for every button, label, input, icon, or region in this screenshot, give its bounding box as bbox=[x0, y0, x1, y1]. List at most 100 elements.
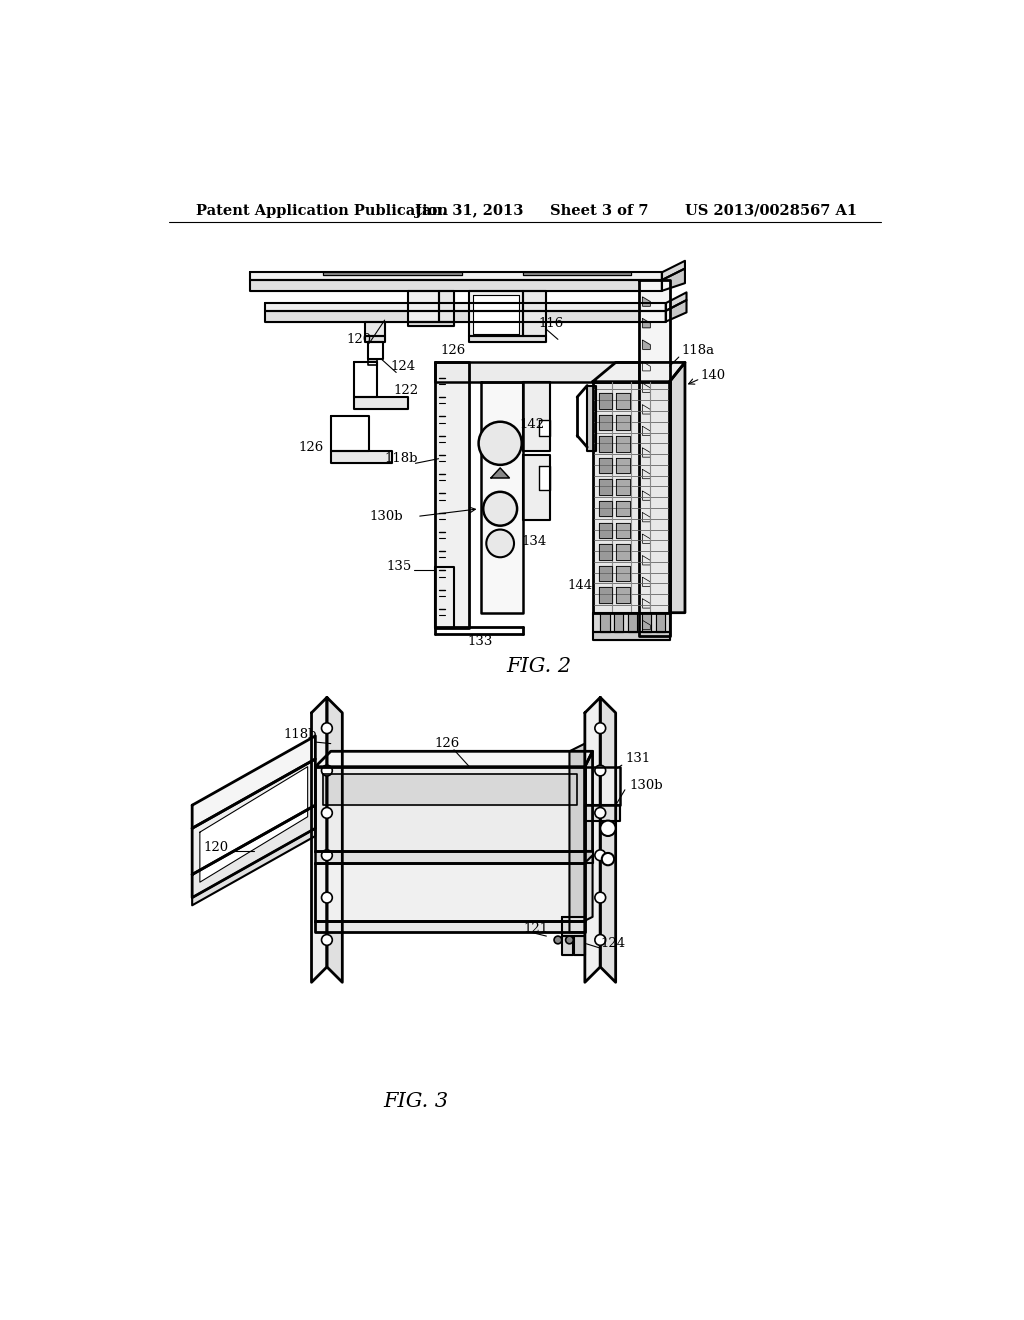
Polygon shape bbox=[315, 751, 593, 767]
Polygon shape bbox=[354, 363, 377, 397]
Text: FIG. 2: FIG. 2 bbox=[506, 657, 571, 676]
Polygon shape bbox=[585, 855, 593, 921]
Circle shape bbox=[322, 850, 333, 861]
Polygon shape bbox=[265, 312, 666, 322]
Polygon shape bbox=[628, 612, 637, 632]
Polygon shape bbox=[643, 491, 650, 500]
Polygon shape bbox=[315, 921, 585, 932]
Text: 116: 116 bbox=[539, 317, 564, 330]
Polygon shape bbox=[615, 544, 630, 560]
Polygon shape bbox=[615, 502, 630, 516]
Polygon shape bbox=[490, 469, 509, 478]
Polygon shape bbox=[599, 458, 611, 474]
Polygon shape bbox=[368, 342, 383, 359]
Polygon shape bbox=[585, 697, 600, 982]
Polygon shape bbox=[366, 322, 385, 335]
Polygon shape bbox=[615, 393, 630, 409]
Polygon shape bbox=[331, 451, 392, 462]
Circle shape bbox=[322, 723, 333, 734]
Text: 124: 124 bbox=[600, 937, 626, 950]
Polygon shape bbox=[539, 466, 550, 490]
Polygon shape bbox=[354, 397, 408, 409]
Polygon shape bbox=[539, 420, 550, 436]
Polygon shape bbox=[562, 936, 573, 956]
Text: 118b: 118b bbox=[385, 453, 418, 465]
Polygon shape bbox=[473, 296, 519, 334]
Circle shape bbox=[595, 935, 605, 945]
Polygon shape bbox=[469, 335, 547, 342]
Text: FIG. 3: FIG. 3 bbox=[383, 1092, 449, 1111]
Polygon shape bbox=[523, 290, 547, 335]
Text: Jan. 31, 2013: Jan. 31, 2013 bbox=[416, 203, 524, 218]
Polygon shape bbox=[643, 447, 650, 457]
Text: US 2013/0028567 A1: US 2013/0028567 A1 bbox=[685, 203, 857, 218]
Polygon shape bbox=[435, 566, 454, 628]
Polygon shape bbox=[408, 322, 454, 326]
Polygon shape bbox=[655, 612, 665, 632]
Polygon shape bbox=[599, 479, 611, 495]
Polygon shape bbox=[585, 805, 620, 821]
Circle shape bbox=[595, 723, 605, 734]
Polygon shape bbox=[639, 280, 670, 636]
Polygon shape bbox=[569, 743, 585, 932]
Text: 121: 121 bbox=[523, 921, 549, 935]
Polygon shape bbox=[642, 612, 651, 632]
Polygon shape bbox=[585, 767, 620, 805]
Text: 126: 126 bbox=[435, 737, 460, 750]
Polygon shape bbox=[643, 599, 650, 609]
Text: 130b: 130b bbox=[630, 779, 664, 792]
Polygon shape bbox=[599, 437, 611, 451]
Circle shape bbox=[322, 892, 333, 903]
Text: 120: 120 bbox=[346, 333, 372, 346]
Circle shape bbox=[595, 808, 605, 818]
Polygon shape bbox=[615, 479, 630, 495]
Polygon shape bbox=[593, 363, 685, 381]
Circle shape bbox=[554, 936, 562, 944]
Polygon shape bbox=[585, 751, 593, 851]
Polygon shape bbox=[614, 612, 624, 632]
Polygon shape bbox=[615, 414, 630, 430]
Polygon shape bbox=[666, 293, 686, 312]
Polygon shape bbox=[593, 381, 670, 612]
Polygon shape bbox=[599, 393, 611, 409]
Polygon shape bbox=[643, 426, 650, 436]
Polygon shape bbox=[523, 381, 550, 451]
Text: 126: 126 bbox=[298, 441, 324, 454]
Polygon shape bbox=[593, 632, 670, 640]
Text: Patent Application Publication: Patent Application Publication bbox=[196, 203, 449, 218]
Circle shape bbox=[595, 850, 605, 861]
Polygon shape bbox=[615, 523, 630, 539]
Text: 118a: 118a bbox=[681, 345, 714, 358]
Polygon shape bbox=[599, 544, 611, 560]
Polygon shape bbox=[311, 697, 327, 982]
Polygon shape bbox=[643, 535, 650, 544]
Polygon shape bbox=[523, 455, 550, 520]
Text: 120: 120 bbox=[204, 841, 228, 854]
Polygon shape bbox=[600, 697, 615, 982]
Polygon shape bbox=[250, 280, 662, 290]
Polygon shape bbox=[600, 612, 609, 632]
Polygon shape bbox=[315, 863, 585, 921]
Polygon shape bbox=[368, 359, 377, 364]
Polygon shape bbox=[331, 416, 370, 451]
Polygon shape bbox=[193, 759, 315, 875]
Circle shape bbox=[600, 821, 615, 836]
Circle shape bbox=[486, 529, 514, 557]
Polygon shape bbox=[193, 805, 315, 898]
Circle shape bbox=[602, 853, 614, 866]
Text: Sheet 3 of 7: Sheet 3 of 7 bbox=[550, 203, 649, 218]
Polygon shape bbox=[599, 502, 611, 516]
Polygon shape bbox=[265, 304, 666, 312]
Polygon shape bbox=[643, 512, 650, 521]
Polygon shape bbox=[599, 587, 611, 603]
Text: 122: 122 bbox=[394, 384, 419, 397]
Circle shape bbox=[322, 766, 333, 776]
Polygon shape bbox=[323, 272, 462, 276]
Text: 124: 124 bbox=[391, 360, 416, 372]
Text: 133: 133 bbox=[468, 635, 494, 648]
Polygon shape bbox=[562, 917, 585, 936]
Polygon shape bbox=[315, 851, 585, 863]
Circle shape bbox=[565, 936, 573, 944]
Text: 126: 126 bbox=[440, 345, 465, 358]
Polygon shape bbox=[435, 363, 469, 628]
